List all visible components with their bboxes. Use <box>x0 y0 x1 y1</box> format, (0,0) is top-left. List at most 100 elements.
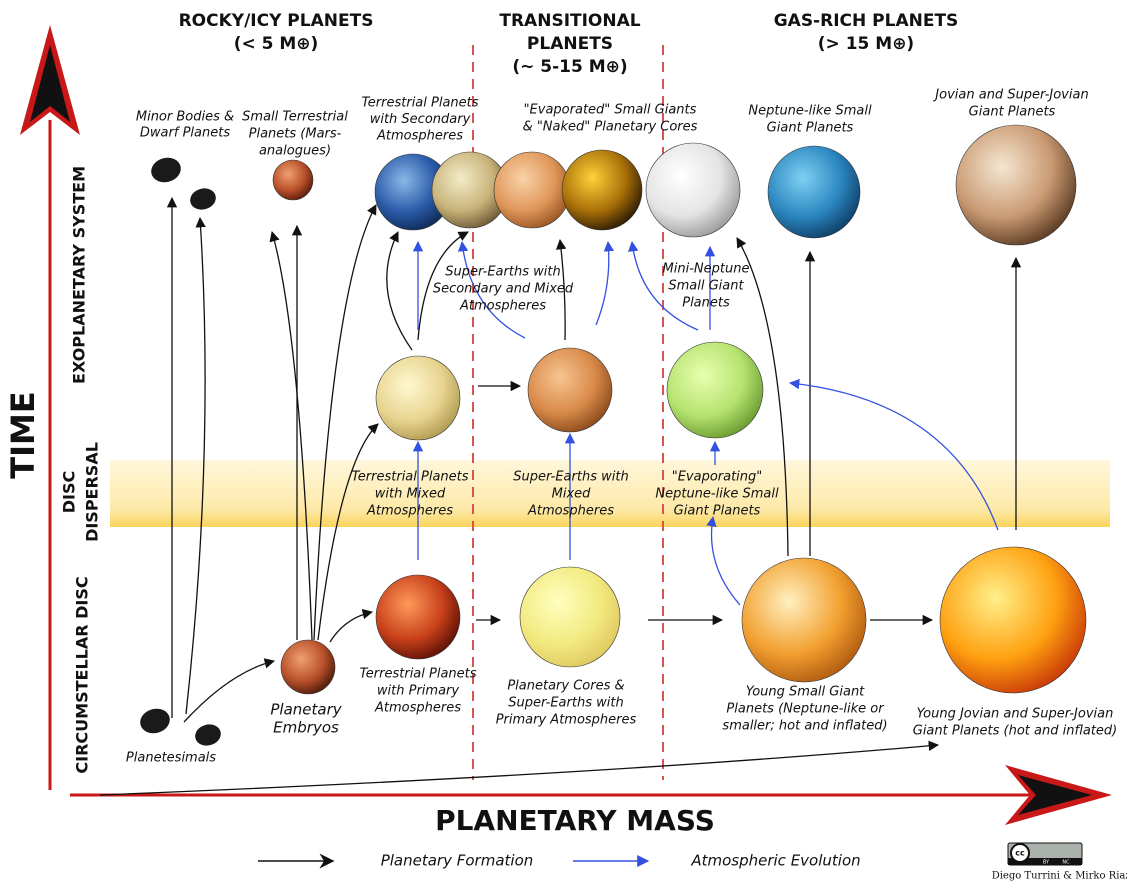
node-label: Primary Atmospheres <box>496 713 637 728</box>
node-label: Giant Planets (hot and inflated) <box>913 724 1118 739</box>
node-label: "Evaporated" Small Giants <box>524 103 697 118</box>
node-label: & "Naked" Planetary Cores <box>523 120 698 135</box>
node-label: Giant Planets <box>969 105 1056 120</box>
column-header: TRANSITIONAL <box>499 11 640 31</box>
legend-label: Planetary Formation <box>381 852 534 870</box>
planet <box>375 574 461 660</box>
node-label: Giant Planets <box>767 121 854 136</box>
node-label: Atmospheres <box>527 504 614 519</box>
license-badge: cc BY NC <box>1007 842 1083 866</box>
node-label: Mixed <box>552 487 592 502</box>
credit: Diego Turrini & Mirko Riazzoli <box>992 871 1127 881</box>
node-label: Terrestrial Planets <box>361 96 478 111</box>
license-text: cc <box>1015 849 1025 858</box>
node-label: Planetary <box>270 701 342 719</box>
evolution-arrow <box>595 240 615 326</box>
evolution-arrow <box>788 378 999 531</box>
formation-arrow <box>185 216 206 715</box>
license-text: BY <box>1043 860 1050 866</box>
planet <box>493 151 571 229</box>
node-label: Atmospheres <box>376 129 463 144</box>
column-header: PLANETS <box>527 34 613 54</box>
node-label: Giant Planets <box>674 504 761 519</box>
planet <box>527 347 613 433</box>
node-label: Neptune-like Small <box>655 487 779 502</box>
planet <box>280 639 336 695</box>
disc-dispersal-band <box>110 460 1110 527</box>
formation-arrow <box>736 237 789 557</box>
node-label: Atmospheres <box>366 504 453 519</box>
formation-arrow <box>329 608 374 643</box>
evolution-arrow <box>706 515 741 606</box>
planet <box>939 546 1087 694</box>
formation-arrow <box>417 231 469 341</box>
planet <box>519 566 621 668</box>
node-label: Embryos <box>273 719 339 737</box>
phase-label: CIRCUMSTELLAR DISC <box>73 576 92 773</box>
column-header: ROCKY/ICY PLANETS <box>179 11 374 31</box>
node-label: Super-Earths with <box>513 470 628 485</box>
node-label: Atmospheres <box>374 701 461 716</box>
node-label: Secondary and Mixed <box>433 282 574 297</box>
node-label: Mini-Neptune <box>663 262 750 277</box>
planet <box>955 124 1077 246</box>
node-label: with Primary <box>377 684 459 699</box>
column-header: (< 5 M⊕) <box>234 34 319 54</box>
node-label: Terrestrial Planets <box>351 470 468 485</box>
node-label: Planets (Mars- <box>249 127 342 142</box>
formation-arrow <box>313 204 377 641</box>
node-label: Atmospheres <box>459 299 546 314</box>
node-label: analogues) <box>259 144 331 159</box>
node-label: smaller; hot and inflated) <box>722 719 887 734</box>
planet <box>666 341 764 439</box>
planetesimal <box>140 708 170 734</box>
planetesimal <box>151 157 181 183</box>
node-label: Planets (Neptune-like or <box>726 702 885 717</box>
node-label: Small Terrestrial <box>242 110 348 125</box>
time-label: TIME <box>4 391 42 478</box>
phase-label: DISC <box>60 471 79 514</box>
node-label: Planetesimals <box>126 751 216 766</box>
legend-label: Atmospheric Evolution <box>690 852 860 870</box>
mass-arrow <box>70 765 1112 825</box>
column-header: GAS-RICH PLANETS <box>774 11 959 31</box>
planet <box>272 159 314 201</box>
planetesimal <box>190 188 216 210</box>
node-label: Super-Earths with <box>445 265 560 280</box>
node-label: Small Giant <box>668 279 744 294</box>
planet <box>375 355 461 441</box>
time-arrow <box>20 25 80 790</box>
column-header: (> 15 M⊕) <box>818 34 914 54</box>
node-label: Young Small Giant <box>746 685 865 700</box>
column-header: (~ 5-15 M⊕) <box>512 57 627 77</box>
formation-arrow <box>183 658 276 723</box>
node-label: Neptune-like Small <box>748 104 872 119</box>
node-label: Dwarf Planets <box>140 126 230 141</box>
planetesimal <box>195 724 221 746</box>
node-label: "Evaporating" <box>672 470 763 485</box>
planet <box>767 145 861 239</box>
evolution-arrow <box>628 240 699 331</box>
node-label: Jovian and Super-Jovian <box>932 88 1088 103</box>
node-label: with Mixed <box>375 487 446 502</box>
node-label: with Secondary <box>370 112 471 127</box>
node-label: Super-Earths with <box>508 696 623 711</box>
node-label: Young Jovian and Super-Jovian <box>917 707 1114 722</box>
mass-label: PLANETARY MASS <box>435 804 715 837</box>
planet <box>561 149 643 231</box>
planet <box>741 557 867 683</box>
evolution-arrow <box>457 240 526 339</box>
formation-arrow <box>99 740 940 796</box>
node-label: Planets <box>682 296 730 311</box>
formation-arrow <box>555 238 567 341</box>
formation-arrow <box>386 231 413 351</box>
node-label: Terrestrial Planets <box>359 667 476 682</box>
formation-arrow <box>317 423 379 641</box>
formation-arrow <box>269 230 313 641</box>
license-text: NC <box>1062 860 1070 866</box>
phase-label: DISPERSAL <box>83 442 102 542</box>
phase-label: EXOPLANETARY SYSTEM <box>70 166 89 384</box>
node-label: Minor Bodies & <box>136 110 234 125</box>
node-label: Planetary Cores & <box>507 679 624 694</box>
